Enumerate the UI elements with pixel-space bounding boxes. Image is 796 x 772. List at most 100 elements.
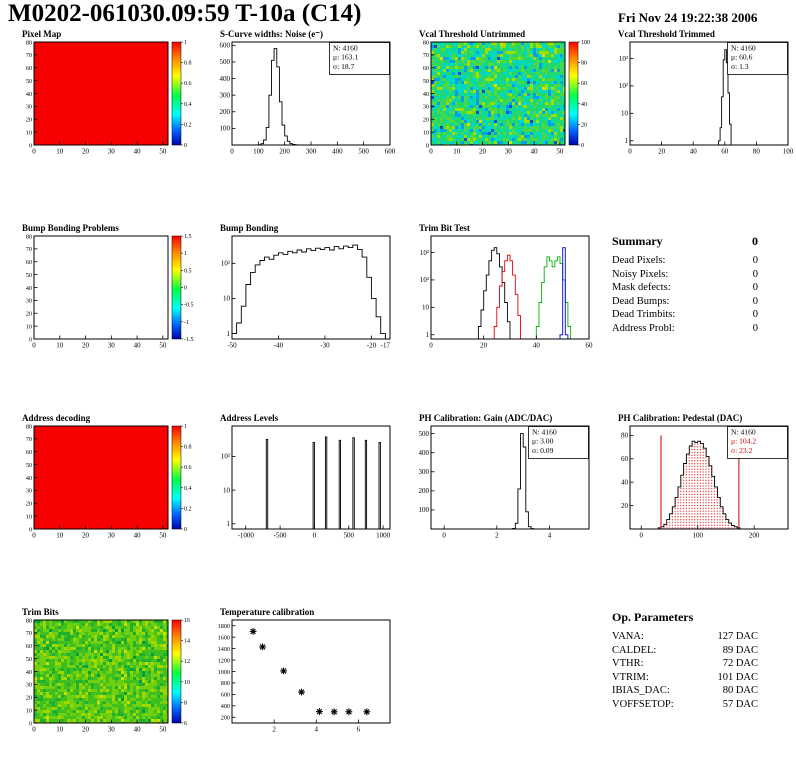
svg-text:10²: 10² [221,453,230,461]
timestamp: Fri Nov 24 19:22:38 2006 [618,10,758,25]
summary-row-value: 0 [752,295,758,307]
summary-row-label: Mask defects: [612,282,671,293]
svg-text:1.5: 1.5 [184,234,192,240]
svg-text:2: 2 [272,726,276,734]
svg-text:10: 10 [56,726,64,734]
svg-text:N: 4160: N: 4160 [731,43,756,52]
svg-text:12: 12 [184,659,190,665]
pixel-map-chart: Pixel Map 0 10 20 30 40 50 0 10 20 30 40 50 60 70 80 1 0.… [22,29,192,156]
svg-text:40: 40 [134,148,142,156]
svg-text:40: 40 [581,102,587,108]
op-parameter-value: 57 DAC [722,698,758,710]
svg-text:100: 100 [419,506,430,514]
svg-text:60: 60 [26,643,32,650]
scurve-noise-chart: S-Curve widths: Noise (e⁻) 0 100 200 300 400 5… [220,29,396,156]
summary-row: Mask defects: 0 [612,281,758,295]
svg-text:30: 30 [108,342,116,350]
svg-text:500: 500 [220,58,231,66]
svg-text:0.6: 0.6 [184,465,192,471]
svg-text:500: 500 [344,532,355,540]
svg-text:0: 0 [32,532,36,540]
svg-text:Address decoding: Address decoding [22,413,91,423]
svg-text:20: 20 [621,502,629,510]
svg-text:60: 60 [581,81,587,87]
svg-text:20: 20 [26,311,32,318]
svg-text:50: 50 [26,272,32,279]
summary-row: Noisy Pixels: 0 [612,268,758,282]
svg-text:60: 60 [26,65,32,72]
svg-text:-20: -20 [367,342,377,350]
svg-text:40: 40 [533,342,541,350]
svg-text:20: 20 [82,342,90,350]
svg-text:1000: 1000 [376,532,391,540]
svg-text:600: 600 [220,42,231,50]
svg-text:100: 100 [253,148,264,156]
svg-text:70: 70 [423,52,429,59]
svg-text:PH Calibration: Gain (ADC/DAC): PH Calibration: Gain (ADC/DAC) [419,413,552,423]
op-parameter-value: 89 DAC [722,644,758,656]
svg-text:N: 4160: N: 4160 [333,43,358,52]
svg-text:0: 0 [426,142,429,149]
svg-text:N: 4160: N: 4160 [731,427,756,436]
summary-row-label: Dead Bumps: [612,295,670,307]
op-parameters-title: Op. Parameters [612,610,694,624]
svg-text:100: 100 [581,40,590,46]
svg-text:10: 10 [621,110,629,118]
svg-text:0: 0 [29,526,32,533]
vcal-untrimmed-panel: Vcal Threshold Untrimmed 0 10 20 30 40 50 0 10 20… [405,28,601,163]
svg-text:Pixel Map: Pixel Map [22,29,61,39]
summary-row: Dead Trimbits: 0 [612,308,758,322]
svg-text:0: 0 [230,148,234,156]
svg-text:10: 10 [26,323,32,330]
svg-text:Bump Bonding Problems: Bump Bonding Problems [22,223,119,233]
svg-text:10: 10 [422,304,430,312]
bump-bonding-panel: Bump Bonding -50 -40 -30 -20 -17 1 10 10² [206,222,402,357]
svg-text:50: 50 [26,78,32,85]
svg-text:0: 0 [29,336,32,343]
svg-text:200: 200 [749,532,760,540]
svg-text:40: 40 [26,91,32,98]
svg-text:Address Levels: Address Levels [220,413,279,423]
svg-text:0.4: 0.4 [184,486,192,492]
svg-text:-1.5: -1.5 [184,337,194,343]
vcal-trimmed-panel: Vcal Threshold Trimmed 0 20 40 60 80 100 1 10 10²… [604,28,796,163]
svg-text:500: 500 [419,430,430,438]
svg-text:0.6: 0.6 [184,81,192,87]
svg-text:μ: 163.1: μ: 163.1 [333,53,358,62]
summary-row-label: Dead Pixels: [612,255,666,266]
svg-text:10: 10 [56,342,64,350]
svg-text:-1000: -1000 [238,532,255,540]
svg-text:S-Curve widths: Noise (e⁻): S-Curve widths: Noise (e⁻) [220,29,323,39]
svg-text:4: 4 [315,726,319,734]
svg-text:10: 10 [223,486,231,494]
svg-text:Bump Bonding: Bump Bonding [220,223,279,233]
svg-text:Trim Bit Test: Trim Bit Test [419,223,470,233]
summary-row-value: 0 [752,255,758,266]
svg-text:10: 10 [26,513,32,520]
bump-bonding-chart: Bump Bonding -50 -40 -30 -20 -17 1 10 10² [220,223,391,350]
svg-text:0: 0 [628,148,632,156]
op-parameter-row: VANA: 127 DAC [612,630,758,644]
summary-title: Summary [612,234,663,248]
svg-text:Temperature calibration: Temperature calibration [220,607,314,617]
op-parameter-label: VTHR: [612,658,644,669]
svg-text:80: 80 [753,148,761,156]
svg-text:50: 50 [159,726,167,734]
svg-text:-30: -30 [320,342,330,350]
svg-text:-500: -500 [274,532,287,540]
svg-text:200: 200 [419,487,430,495]
op-parameter-label: VTRIM: [612,671,649,683]
svg-text:PH Calibration: Pedestal (DAC): PH Calibration: Pedestal (DAC) [618,413,742,423]
svg-text:400: 400 [332,148,343,156]
svg-text:50: 50 [423,78,429,85]
svg-text:70: 70 [26,52,32,59]
svg-text:20: 20 [82,532,90,540]
svg-text:Vcal Threshold Untrimmed: Vcal Threshold Untrimmed [419,29,525,39]
svg-text:σ: 23.2: σ: 23.2 [731,446,753,455]
svg-text:0.4: 0.4 [184,102,192,108]
svg-text:-0.5: -0.5 [184,303,194,309]
address-levels-panel: Address Levels -1000 -500 0 500 1000 1 10 10² [206,412,402,547]
op-parameters-block: Op. Parameters VANA: 127 DAC CALDEL: 89 DA… [612,610,758,711]
svg-text:10²: 10² [420,276,429,284]
svg-text:40: 40 [423,91,429,98]
